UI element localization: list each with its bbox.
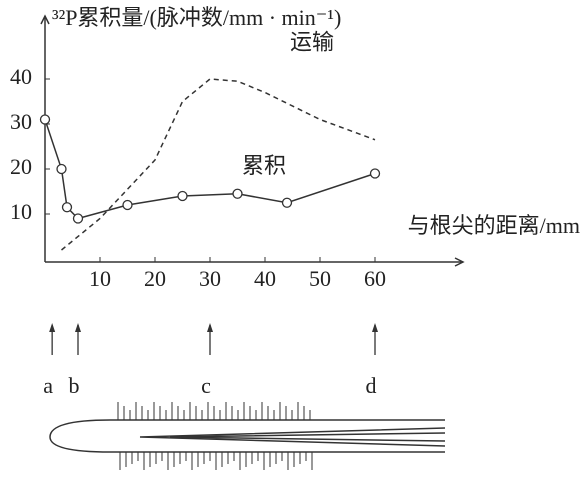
series-label: 运输 [290,30,334,55]
x-tick-label: 10 [89,266,111,291]
marker-arrowhead [75,323,81,332]
y-tick-label: 10 [10,199,32,224]
data-point [369,168,381,179]
x-tick-label: 60 [364,266,386,291]
data-point [122,199,133,211]
data-point [61,202,73,213]
y-axis-arrow [40,14,50,25]
data-point [39,114,51,125]
series-label: 累积 [242,153,286,178]
y-tick-label: 40 [10,64,32,89]
data-point [232,188,243,199]
data-point [281,197,293,208]
root-diagram [49,402,446,470]
x-tick-label: 30 [199,266,221,291]
y-tick-label: 20 [10,154,32,179]
root-vascular-inner [169,432,446,442]
marker-arrowhead [49,323,56,332]
x-axis-label: 与根尖的距离/mm [408,213,580,238]
series-line [61,78,376,251]
marker-label: a [43,373,53,398]
x-tick-label: 40 [254,266,276,291]
data-point [72,213,84,224]
marker-label: c [201,373,211,398]
x-axis-arrow [454,257,465,267]
marker-label: b [69,373,80,398]
root-vascular [139,427,446,447]
marker-label: d [366,373,377,398]
y-tick-label: 30 [10,109,32,134]
y-axis-label: ³²P累积量/(脉冲数/mm · min⁻¹) [52,5,341,30]
data-point [56,163,67,175]
data-point [177,190,188,202]
marker-arrowhead [372,323,378,332]
root-outline [49,419,445,453]
x-tick-label: 50 [309,266,331,291]
series-line [44,119,376,220]
x-tick-label: 20 [144,266,166,291]
marker-arrowhead [207,323,213,332]
